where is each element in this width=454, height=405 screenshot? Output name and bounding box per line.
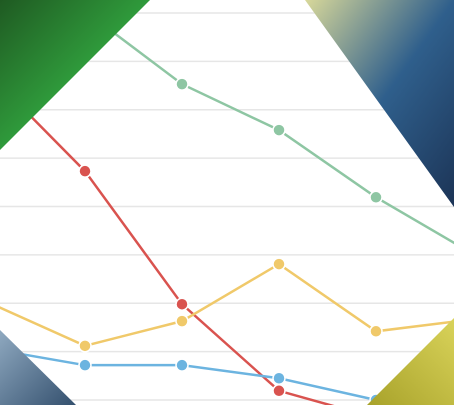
data-point: [175, 314, 189, 328]
decoration: [305, 0, 454, 207]
decoration: [0, 330, 76, 405]
data-point: [175, 77, 189, 91]
decoration: [0, 0, 150, 150]
data-point: [175, 358, 189, 372]
data-point: [272, 384, 286, 398]
series-line: [68, 0, 454, 245]
series-line: [0, 83, 335, 405]
data-point: [369, 324, 383, 339]
data-point: [175, 297, 189, 311]
data-point: [272, 371, 286, 385]
decoration: [367, 318, 454, 405]
data-point: [272, 123, 286, 137]
data-point: [272, 257, 286, 271]
data-point: [369, 190, 383, 205]
data-point: [78, 358, 92, 372]
series-line: [0, 262, 454, 348]
data-point: [78, 164, 92, 178]
data-point: [78, 339, 92, 353]
